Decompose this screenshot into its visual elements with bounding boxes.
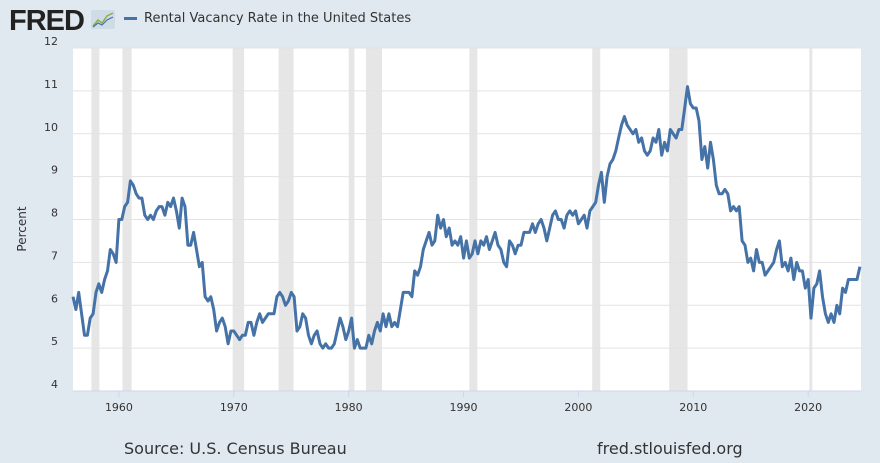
y-tick-label: 9: [51, 164, 58, 177]
y-tick-label: 12: [44, 35, 58, 48]
chart-trend-icon: [91, 10, 115, 29]
y-tick-label: 7: [51, 249, 58, 262]
chart-legend: Rental Vacancy Rate in the United States: [124, 11, 411, 26]
legend-label: Rental Vacancy Rate in the United States: [144, 11, 412, 26]
series-line: [71, 85, 862, 350]
x-tick-label: 2020: [794, 401, 822, 414]
x-tick-label: 1960: [105, 401, 133, 414]
x-tick-label: 2010: [679, 401, 707, 414]
y-tick-label: 5: [51, 335, 58, 348]
y-tick-label: 4: [51, 378, 58, 391]
x-tick-label: 1990: [450, 401, 478, 414]
x-tick-label: 1980: [335, 401, 363, 414]
legend-swatch: [124, 17, 137, 20]
y-tick-label: 8: [51, 207, 58, 220]
y-tick-label: 11: [44, 78, 58, 91]
x-tick-label: 2000: [564, 401, 592, 414]
source-text: Source: U.S. Census Bureau: [124, 439, 347, 458]
fred-logo[interactable]: FRED: [9, 5, 85, 37]
x-tick-label: 1970: [220, 401, 248, 414]
site-link[interactable]: fred.stlouisfed.org: [597, 439, 743, 458]
y-tick-label: 10: [44, 121, 58, 134]
y-tick-label: 6: [51, 292, 58, 305]
